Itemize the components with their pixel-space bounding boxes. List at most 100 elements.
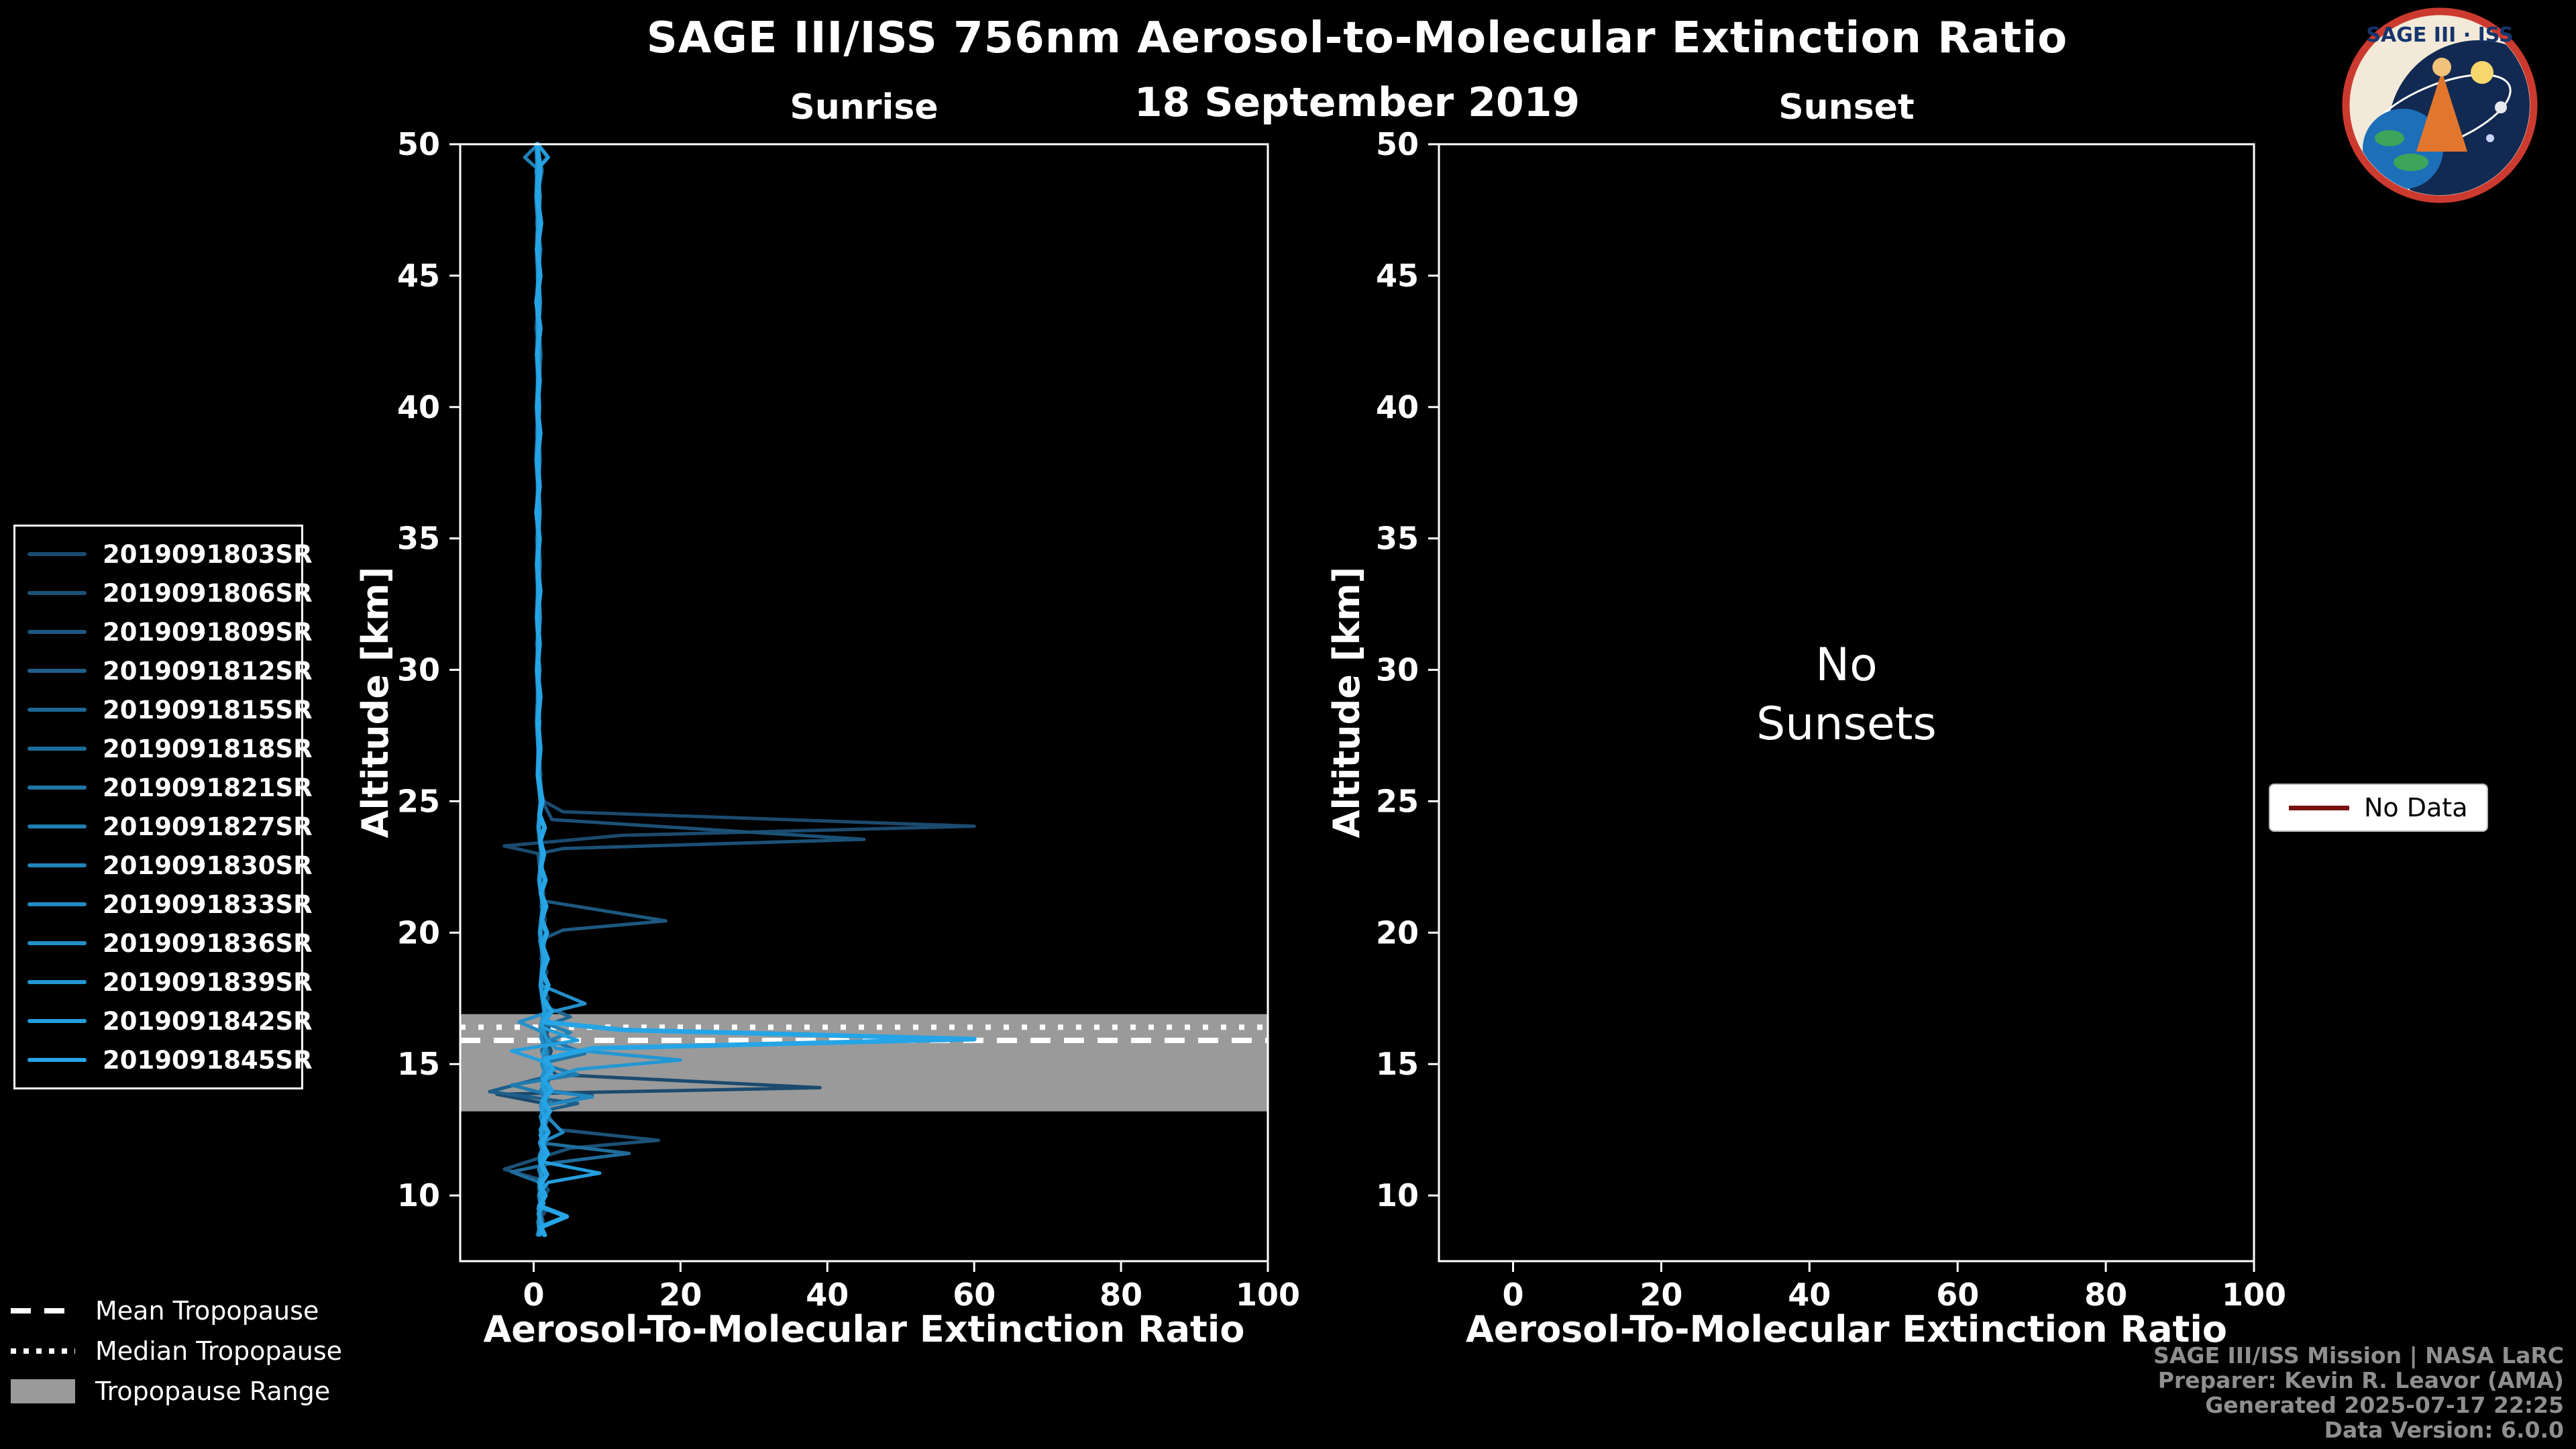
svg-text:60: 60 [1936, 1277, 1979, 1313]
svg-text:100: 100 [2222, 1277, 2286, 1313]
svg-text:100: 100 [1236, 1277, 1300, 1313]
median-tropopause-label: Median Tropopause [95, 1336, 342, 1366]
event-legend-row: 2019091830SR [15, 846, 313, 885]
svg-text:45: 45 [1376, 258, 1419, 294]
event-id-label: 2019091830SR [103, 851, 313, 880]
logo-figure-robe [2416, 71, 2467, 152]
event-id-label: 2019091818SR [103, 734, 313, 763]
dashed-line-swatch [11, 1308, 75, 1313]
credits-data-version: Data Version: 6.0.0 [2324, 1417, 2564, 1443]
event-id-label: 2019091803SR [103, 539, 313, 569]
sage-iss-logo: SAGE III · ISS [2342, 7, 2538, 203]
event-legend-row: 2019091803SR [15, 535, 313, 574]
event-id-label: 2019091806SR [103, 578, 313, 608]
event-id-label: 2019091833SR [103, 890, 313, 919]
svg-text:20: 20 [659, 1277, 702, 1313]
event-id-label: 2019091812SR [103, 656, 313, 686]
event-color-swatch [28, 747, 87, 751]
no-sunsets-text: No Sunsets [1439, 636, 2254, 754]
svg-text:10: 10 [397, 1177, 440, 1214]
tropopause-range-legend-item: Tropopause Range [11, 1371, 342, 1411]
event-id-label: 2019091827SR [103, 812, 313, 841]
svg-text:40: 40 [806, 1277, 849, 1313]
logo-planet-icon [2495, 101, 2507, 113]
dotted-line-swatch [11, 1348, 75, 1354]
gray-band-swatch [11, 1379, 75, 1403]
logo-earth-land [2394, 154, 2428, 171]
event-legend-row: 2019091845SR [15, 1040, 313, 1079]
event-legend-row: 2019091821SR [15, 768, 313, 807]
figure-date: 18 September 2019 [1134, 79, 1580, 126]
credits-generated: Generated 2025-07-17 22:25 [2205, 1392, 2564, 1418]
svg-text:15: 15 [397, 1046, 440, 1082]
event-color-swatch [28, 824, 87, 828]
svg-text:50: 50 [1376, 126, 1419, 162]
no-sunsets-line1: No [1815, 639, 1878, 692]
event-color-swatch [28, 669, 87, 673]
event-color-swatch [28, 708, 87, 712]
event-color-swatch [28, 786, 87, 790]
sunrise-x-axis-label: Aerosol-To-Molecular Extinction Ratio [483, 1308, 1245, 1350]
logo-sun-icon [2471, 61, 2493, 84]
no-data-label: No Data [2364, 793, 2468, 822]
svg-text:40: 40 [397, 389, 440, 425]
svg-text:80: 80 [1099, 1277, 1142, 1313]
svg-text:25: 25 [1376, 783, 1419, 819]
no-sunsets-line2: Sunsets [1756, 698, 1937, 751]
credits-preparer: Preparer: Kevin R. Leavor (AMA) [2157, 1367, 2564, 1393]
svg-text:35: 35 [397, 521, 440, 557]
sunrise-panel-title: Sunrise [790, 87, 938, 127]
event-color-swatch [28, 1019, 87, 1023]
event-legend: 2019091803SR 2019091806SR 2019091809SR 2019… [13, 525, 313, 1089]
svg-text:20: 20 [1376, 914, 1419, 951]
svg-text:15: 15 [1376, 1046, 1419, 1082]
event-id-label: 2019091836SR [103, 928, 313, 958]
event-color-swatch [28, 902, 87, 906]
svg-text:20: 20 [397, 914, 440, 951]
svg-text:25: 25 [397, 783, 440, 819]
event-id-label: 2019091809SR [103, 617, 313, 647]
no-data-line-swatch [2289, 805, 2349, 810]
svg-text:30: 30 [1376, 652, 1419, 688]
tropopause-range-label: Tropopause Range [95, 1377, 331, 1406]
event-legend-row: 2019091809SR [15, 612, 313, 651]
event-legend-row: 2019091812SR [15, 651, 313, 690]
sunset-panel-title: Sunset [1778, 87, 1915, 127]
svg-text:50: 50 [397, 126, 440, 162]
logo-figure-head [2432, 58, 2451, 76]
logo-planet-icon [2486, 134, 2494, 142]
event-legend-row: 2019091836SR [15, 924, 313, 963]
svg-text:80: 80 [2084, 1277, 2127, 1313]
sunset-plot: 0 20 40 60 80 100 10 15 20 25 30 35 40 45 50 [1376, 126, 2286, 1313]
figure-title: SAGE III/ISS 756nm Aerosol-to-Molecular … [646, 13, 2068, 63]
svg-text:20: 20 [1640, 1277, 1682, 1313]
sunrise-plot: 0 20 40 60 80 100 10 15 20 25 30 35 40 45 50 [397, 126, 1300, 1313]
sunset-x-axis-label: Aerosol-To-Molecular Extinction Ratio [1466, 1308, 2227, 1350]
credits-block: SAGE III/ISS Mission | NASA LaRC Prepare… [2153, 1343, 2564, 1442]
logo-earth-icon [2363, 109, 2443, 189]
logo-title: SAGE III · ISS [2366, 23, 2513, 47]
event-legend-row: 2019091818SR [15, 729, 313, 768]
svg-text:10: 10 [1376, 1177, 1419, 1214]
sunset-y-axis-label: Altitude [km] [1326, 566, 1368, 839]
event-color-swatch [28, 863, 87, 867]
event-color-swatch [28, 591, 87, 595]
event-legend-row: 2019091842SR [15, 1002, 313, 1040]
credits-mission: SAGE III/ISS Mission | NASA LaRC [2153, 1342, 2564, 1368]
svg-text:60: 60 [953, 1277, 996, 1313]
event-color-swatch [28, 941, 87, 945]
event-id-label: 2019091815SR [103, 695, 313, 724]
svg-text:0: 0 [1502, 1277, 1523, 1313]
event-id-label: 2019091845SR [103, 1045, 313, 1075]
svg-text:40: 40 [1788, 1277, 1831, 1313]
mean-tropopause-label: Mean Tropopause [95, 1296, 319, 1326]
no-data-legend: No Data [2269, 784, 2488, 832]
svg-text:35: 35 [1376, 521, 1419, 557]
sunrise-y-axis-label: Altitude [km] [354, 566, 396, 839]
svg-text:40: 40 [1376, 389, 1419, 425]
tropopause-legend: Mean Tropopause Median Tropopause Tropop… [11, 1291, 342, 1411]
svg-text:0: 0 [523, 1277, 544, 1313]
event-id-label: 2019091842SR [103, 1006, 313, 1036]
event-color-swatch [28, 1058, 87, 1062]
